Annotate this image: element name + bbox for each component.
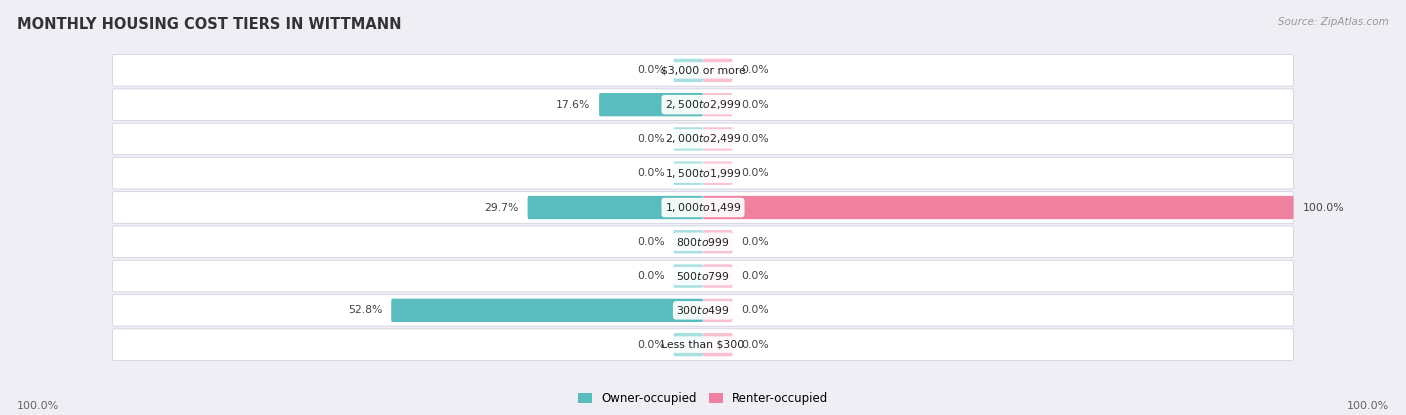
- Text: 0.0%: 0.0%: [741, 100, 769, 110]
- FancyBboxPatch shape: [112, 123, 1294, 155]
- Text: 100.0%: 100.0%: [1347, 401, 1389, 411]
- FancyBboxPatch shape: [112, 226, 1294, 258]
- Text: 0.0%: 0.0%: [637, 66, 665, 76]
- Text: $500 to $799: $500 to $799: [676, 270, 730, 282]
- Text: 52.8%: 52.8%: [347, 305, 382, 315]
- FancyBboxPatch shape: [112, 295, 1294, 326]
- FancyBboxPatch shape: [673, 264, 703, 288]
- Text: 0.0%: 0.0%: [741, 339, 769, 349]
- Text: Less than $300: Less than $300: [661, 339, 745, 349]
- Text: 0.0%: 0.0%: [741, 168, 769, 178]
- Text: 0.0%: 0.0%: [637, 339, 665, 349]
- Text: 0.0%: 0.0%: [741, 271, 769, 281]
- Text: 0.0%: 0.0%: [637, 134, 665, 144]
- Text: 0.0%: 0.0%: [741, 134, 769, 144]
- FancyBboxPatch shape: [703, 333, 733, 356]
- Text: $1,000 to $1,499: $1,000 to $1,499: [665, 201, 741, 214]
- Text: $2,500 to $2,999: $2,500 to $2,999: [665, 98, 741, 111]
- Text: MONTHLY HOUSING COST TIERS IN WITTMANN: MONTHLY HOUSING COST TIERS IN WITTMANN: [17, 17, 401, 32]
- Text: Source: ZipAtlas.com: Source: ZipAtlas.com: [1278, 17, 1389, 27]
- FancyBboxPatch shape: [112, 260, 1294, 292]
- FancyBboxPatch shape: [673, 161, 703, 185]
- Text: $800 to $999: $800 to $999: [676, 236, 730, 248]
- FancyBboxPatch shape: [112, 157, 1294, 189]
- FancyBboxPatch shape: [703, 299, 733, 322]
- Text: $300 to $499: $300 to $499: [676, 304, 730, 316]
- FancyBboxPatch shape: [673, 333, 703, 356]
- Text: 0.0%: 0.0%: [637, 237, 665, 247]
- FancyBboxPatch shape: [703, 161, 733, 185]
- FancyBboxPatch shape: [112, 55, 1294, 86]
- FancyBboxPatch shape: [391, 299, 703, 322]
- FancyBboxPatch shape: [673, 230, 703, 254]
- FancyBboxPatch shape: [703, 230, 733, 254]
- FancyBboxPatch shape: [703, 264, 733, 288]
- FancyBboxPatch shape: [673, 127, 703, 151]
- Text: 0.0%: 0.0%: [741, 66, 769, 76]
- Text: 0.0%: 0.0%: [741, 305, 769, 315]
- FancyBboxPatch shape: [527, 196, 703, 219]
- Text: 0.0%: 0.0%: [637, 271, 665, 281]
- Text: $2,000 to $2,499: $2,000 to $2,499: [665, 132, 741, 145]
- Text: 100.0%: 100.0%: [17, 401, 59, 411]
- Text: 17.6%: 17.6%: [555, 100, 591, 110]
- Text: 0.0%: 0.0%: [741, 237, 769, 247]
- FancyBboxPatch shape: [703, 127, 733, 151]
- Text: $1,500 to $1,999: $1,500 to $1,999: [665, 167, 741, 180]
- FancyBboxPatch shape: [703, 196, 1294, 219]
- Text: 100.0%: 100.0%: [1302, 203, 1344, 212]
- Text: 0.0%: 0.0%: [637, 168, 665, 178]
- FancyBboxPatch shape: [112, 89, 1294, 120]
- Legend: Owner-occupied, Renter-occupied: Owner-occupied, Renter-occupied: [572, 387, 834, 410]
- Text: $3,000 or more: $3,000 or more: [661, 66, 745, 76]
- FancyBboxPatch shape: [599, 93, 703, 116]
- FancyBboxPatch shape: [112, 192, 1294, 223]
- FancyBboxPatch shape: [112, 329, 1294, 360]
- FancyBboxPatch shape: [673, 59, 703, 82]
- Text: 29.7%: 29.7%: [485, 203, 519, 212]
- FancyBboxPatch shape: [703, 59, 733, 82]
- FancyBboxPatch shape: [703, 93, 733, 116]
